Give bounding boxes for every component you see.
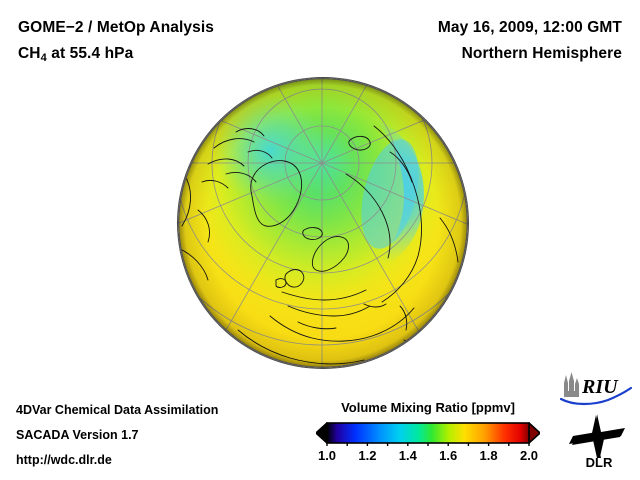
dlr-mark-shape: [569, 414, 625, 458]
coast-arabia: [403, 339, 437, 365]
riu-swoosh: [559, 386, 633, 406]
colorbar-tick-label: 1.4: [398, 448, 417, 463]
analysis-title: GOME−2 / MetOp Analysis: [18, 19, 214, 36]
riu-logo-svg: RIU: [559, 372, 633, 406]
colorbar-tick-labels: 1.0 1.2 1.4 1.6 1.8 2.0: [316, 448, 540, 468]
dlr-wordmark: DLR: [586, 455, 613, 469]
dlr-logo: DLR: [566, 413, 632, 470]
cathedral-icon: [564, 372, 579, 397]
pressure-level: at 55.4 hPa: [46, 45, 134, 62]
limb-shading: [178, 78, 468, 368]
colorbar-tick-label: 1.2: [358, 448, 377, 463]
colorbar-tick-label: 1.6: [439, 448, 458, 463]
colorbar: [315, 420, 541, 446]
colorbar-tick-label: 2.0: [519, 448, 539, 463]
globe-svg: [178, 78, 468, 368]
footer-assimilation-line: 4DVar Chemical Data Assimilation: [16, 403, 219, 417]
colorbar-title: Volume Mixing Ratio [ppmv]: [341, 400, 515, 415]
colorbar-tick-label: 1.8: [479, 448, 498, 463]
globe-outline: [178, 78, 468, 368]
colorbar-cap-max: [528, 422, 541, 444]
species-pressure-label: CH4 at 55.4 hPa: [18, 45, 133, 64]
globe-field-layer: [178, 78, 468, 368]
globe-disc: [178, 78, 468, 368]
species-subscript: 4: [40, 52, 47, 64]
riu-wordmark: RIU: [581, 376, 619, 398]
region-label: Northern Hemisphere: [461, 45, 622, 62]
colorbar-ticks: [326, 443, 530, 446]
riu-logo: RIU: [559, 371, 633, 407]
datetime-label: May 16, 2009, 12:00 GMT: [437, 19, 622, 36]
colorbar-gradient: [327, 423, 529, 443]
colorbar-svg: [315, 422, 541, 446]
footer-url-line: http://wdc.dlr.de: [16, 453, 112, 467]
dlr-logo-svg: DLR: [569, 414, 625, 470]
footer-version-line: SACADA Version 1.7: [16, 428, 139, 442]
species-prefix: CH: [18, 45, 41, 62]
colorbar-tick-label: 1.0: [317, 448, 337, 463]
colorbar-cap-min: [315, 422, 328, 444]
globe-map: [178, 78, 468, 368]
